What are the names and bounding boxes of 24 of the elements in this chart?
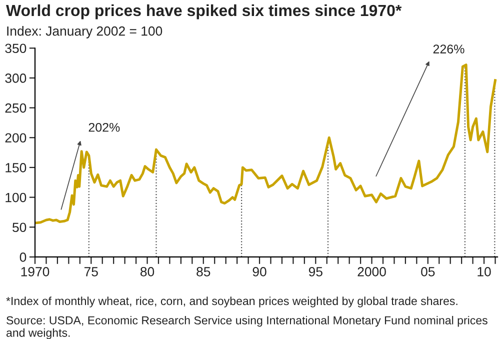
y-tick-label: 300 — [5, 74, 26, 83]
x-tick-label: 10 — [478, 267, 491, 276]
x-tick-label: 05 — [421, 267, 435, 276]
y-tick-label: 50 — [12, 222, 26, 232]
x-tick-label: 1970 — [21, 267, 50, 276]
chart-subtitle: Index: January 2002 = 100 — [7, 26, 162, 38]
annotation: 226% — [433, 44, 464, 54]
line-series — [35, 64, 497, 224]
y-tick-label: 100 — [6, 192, 26, 202]
y-tick-label: 250 — [5, 103, 26, 113]
x-tick-label: 95 — [308, 267, 322, 276]
annotation: 202% — [88, 122, 120, 132]
y-tick-label: 350 — [5, 44, 26, 54]
x-tick-label: 90 — [252, 267, 266, 276]
text: *Index of monthly wheat, rice, corn, and soybean prices weighted by global trade shares. — [6, 296, 458, 308]
y-tick-label: 0 — [20, 252, 26, 262]
x-tick-label: 85 — [196, 267, 210, 276]
x-tick-label: 75 — [84, 267, 98, 276]
x-tick-label: 2000 — [358, 267, 386, 276]
y-tick-label: 150 — [6, 163, 26, 172]
chart-title: World crop prices have spiked six times since 1970* — [6, 4, 402, 20]
y-tick-label: 200 — [5, 133, 26, 143]
source-note: Source: USDA, Economic Research Service using International Monetary Fund nominal prices and weights. — [6, 316, 488, 339]
x-tick-label: 80 — [140, 267, 154, 276]
